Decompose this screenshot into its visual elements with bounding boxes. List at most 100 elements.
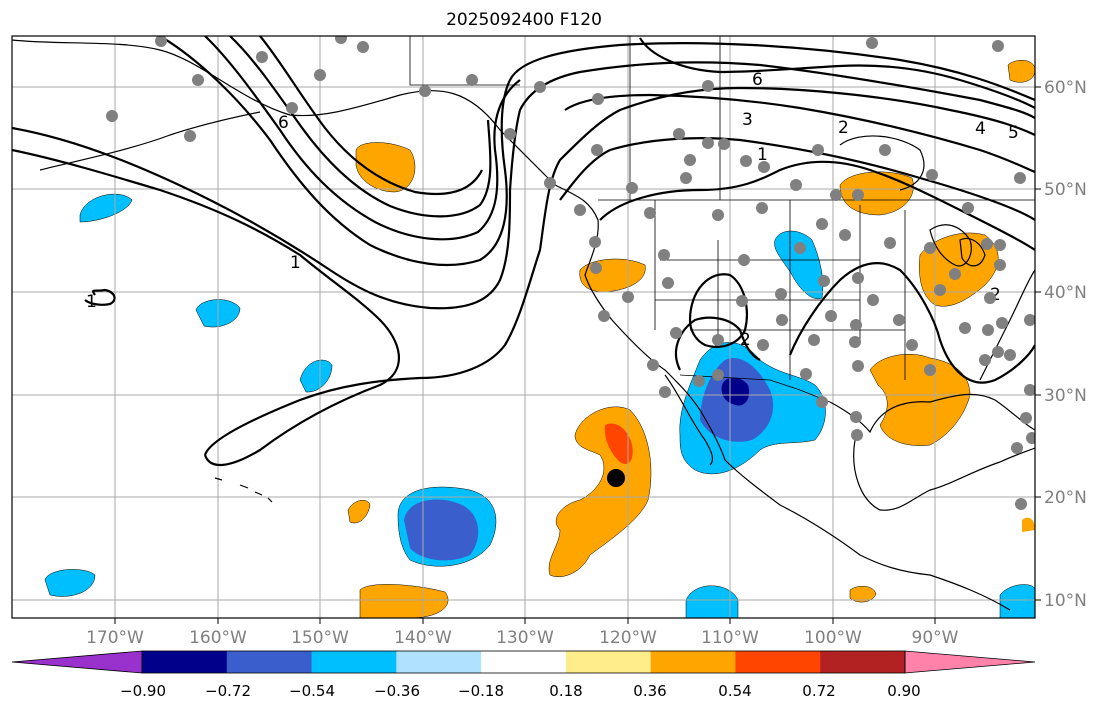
map-frame bbox=[11, 35, 1036, 619]
station-dot bbox=[702, 137, 714, 149]
station-dot bbox=[934, 284, 946, 296]
station-dot bbox=[184, 130, 196, 142]
station-dot bbox=[839, 229, 851, 241]
station-dot bbox=[1024, 384, 1035, 396]
station-dot bbox=[1015, 498, 1027, 510]
colorbar-tick-label: −0.90 bbox=[120, 682, 166, 700]
station-dot bbox=[647, 359, 659, 371]
station-dot bbox=[959, 322, 971, 334]
station-dot bbox=[589, 236, 601, 248]
station-dot bbox=[992, 346, 1004, 358]
station-dot bbox=[981, 238, 993, 250]
station-dot bbox=[851, 429, 863, 441]
station-dot bbox=[884, 237, 896, 249]
colorbar-tick-label: 0.90 bbox=[887, 682, 920, 700]
borders bbox=[409, 36, 1035, 403]
station-dot bbox=[504, 128, 516, 140]
station-dot bbox=[775, 288, 787, 300]
lat-tick-label: 10°N bbox=[1044, 591, 1087, 611]
contour-label: 1 bbox=[757, 145, 768, 165]
station-dot bbox=[622, 291, 634, 303]
station-dot bbox=[680, 172, 692, 184]
contour-label: 1 bbox=[86, 292, 97, 312]
station-dot bbox=[673, 128, 685, 140]
lon-tick-label: 140°W bbox=[394, 628, 452, 648]
station-dot bbox=[893, 314, 905, 326]
station-dot bbox=[818, 275, 830, 287]
contour-lines bbox=[12, 36, 1035, 467]
lat-tick-label: 60°N bbox=[1044, 78, 1087, 98]
contour-label: 2 bbox=[838, 118, 849, 138]
colorbar-segment bbox=[820, 651, 906, 673]
station-dot bbox=[712, 369, 724, 381]
station-dot bbox=[659, 386, 671, 398]
lat-tick-label: 30°N bbox=[1044, 386, 1087, 406]
station-dot bbox=[830, 189, 842, 201]
station-dot bbox=[192, 74, 204, 86]
station-dot bbox=[738, 254, 750, 266]
station-dot bbox=[592, 93, 604, 105]
station-dot bbox=[1014, 172, 1026, 184]
station-dot bbox=[591, 144, 603, 156]
station-dot bbox=[155, 36, 167, 47]
station-dot bbox=[335, 36, 347, 44]
colorbar-tick-label: −0.54 bbox=[289, 682, 335, 700]
axis-ticks bbox=[114, 86, 1041, 624]
station-dot bbox=[984, 292, 996, 304]
map-title: 2025092400 F120 bbox=[446, 10, 602, 30]
station-dot bbox=[658, 249, 670, 261]
colorbar-tick-label: 0.72 bbox=[802, 682, 835, 700]
colorbar-labels: −0.90 −0.72 −0.54 −0.36 −0.18 0.18 0.36 … bbox=[120, 682, 921, 700]
colorbar-segment bbox=[481, 651, 567, 673]
station-dot bbox=[994, 239, 1006, 251]
station-dot bbox=[852, 360, 864, 372]
station-dot bbox=[812, 144, 824, 156]
station-dot bbox=[286, 102, 298, 114]
station-dot bbox=[1024, 314, 1035, 326]
colorbar-tick-label: −0.72 bbox=[205, 682, 251, 700]
station-markers bbox=[106, 36, 1035, 510]
station-dot bbox=[419, 85, 431, 97]
station-dot bbox=[906, 339, 918, 351]
station-dot bbox=[816, 396, 828, 408]
colorbar-segment bbox=[735, 651, 821, 673]
station-dot bbox=[684, 154, 696, 166]
map-panel: 6 3 2 1 1 1 2 2 4 5 6 bbox=[12, 36, 1035, 618]
station-dot bbox=[756, 202, 768, 214]
station-dot bbox=[740, 155, 752, 167]
colorbar-tick-label: −0.18 bbox=[458, 682, 504, 700]
lon-tick-label: 150°W bbox=[291, 628, 349, 648]
station-dot bbox=[852, 189, 864, 201]
contour-label: 2 bbox=[990, 285, 1001, 305]
colorbar-tick-label: 0.18 bbox=[549, 682, 582, 700]
station-dot bbox=[718, 138, 730, 150]
station-dot bbox=[712, 209, 724, 221]
station-dot bbox=[924, 242, 936, 254]
station-dot bbox=[996, 317, 1008, 329]
contour-label: 6 bbox=[278, 113, 289, 133]
station-dot bbox=[979, 354, 991, 366]
station-dot bbox=[1004, 349, 1016, 361]
station-dot bbox=[574, 204, 586, 216]
station-dot bbox=[314, 69, 326, 81]
colorbar bbox=[11, 650, 1036, 674]
colorbar-segment bbox=[142, 651, 228, 673]
station-dot bbox=[702, 80, 714, 92]
latitude-labels: 10°N 20°N 30°N 40°N 50°N 60°N bbox=[1044, 78, 1087, 611]
lon-tick-label: 120°W bbox=[599, 628, 657, 648]
contour-label: 6 bbox=[752, 70, 763, 90]
station-dot bbox=[1026, 432, 1035, 444]
station-dot bbox=[816, 218, 828, 230]
station-dot bbox=[850, 319, 862, 331]
colorbar-extend-min bbox=[11, 650, 143, 674]
lat-tick-label: 40°N bbox=[1044, 283, 1087, 303]
station-dot bbox=[800, 368, 812, 380]
lat-tick-label: 50°N bbox=[1044, 180, 1087, 200]
contour-label: 3 bbox=[742, 110, 753, 130]
lat-tick-label: 20°N bbox=[1044, 488, 1087, 508]
station-dot bbox=[866, 37, 878, 49]
station-dot bbox=[670, 327, 682, 339]
lon-tick-label: 90°W bbox=[912, 628, 959, 648]
station-dot bbox=[776, 314, 788, 326]
station-dot bbox=[949, 268, 961, 280]
